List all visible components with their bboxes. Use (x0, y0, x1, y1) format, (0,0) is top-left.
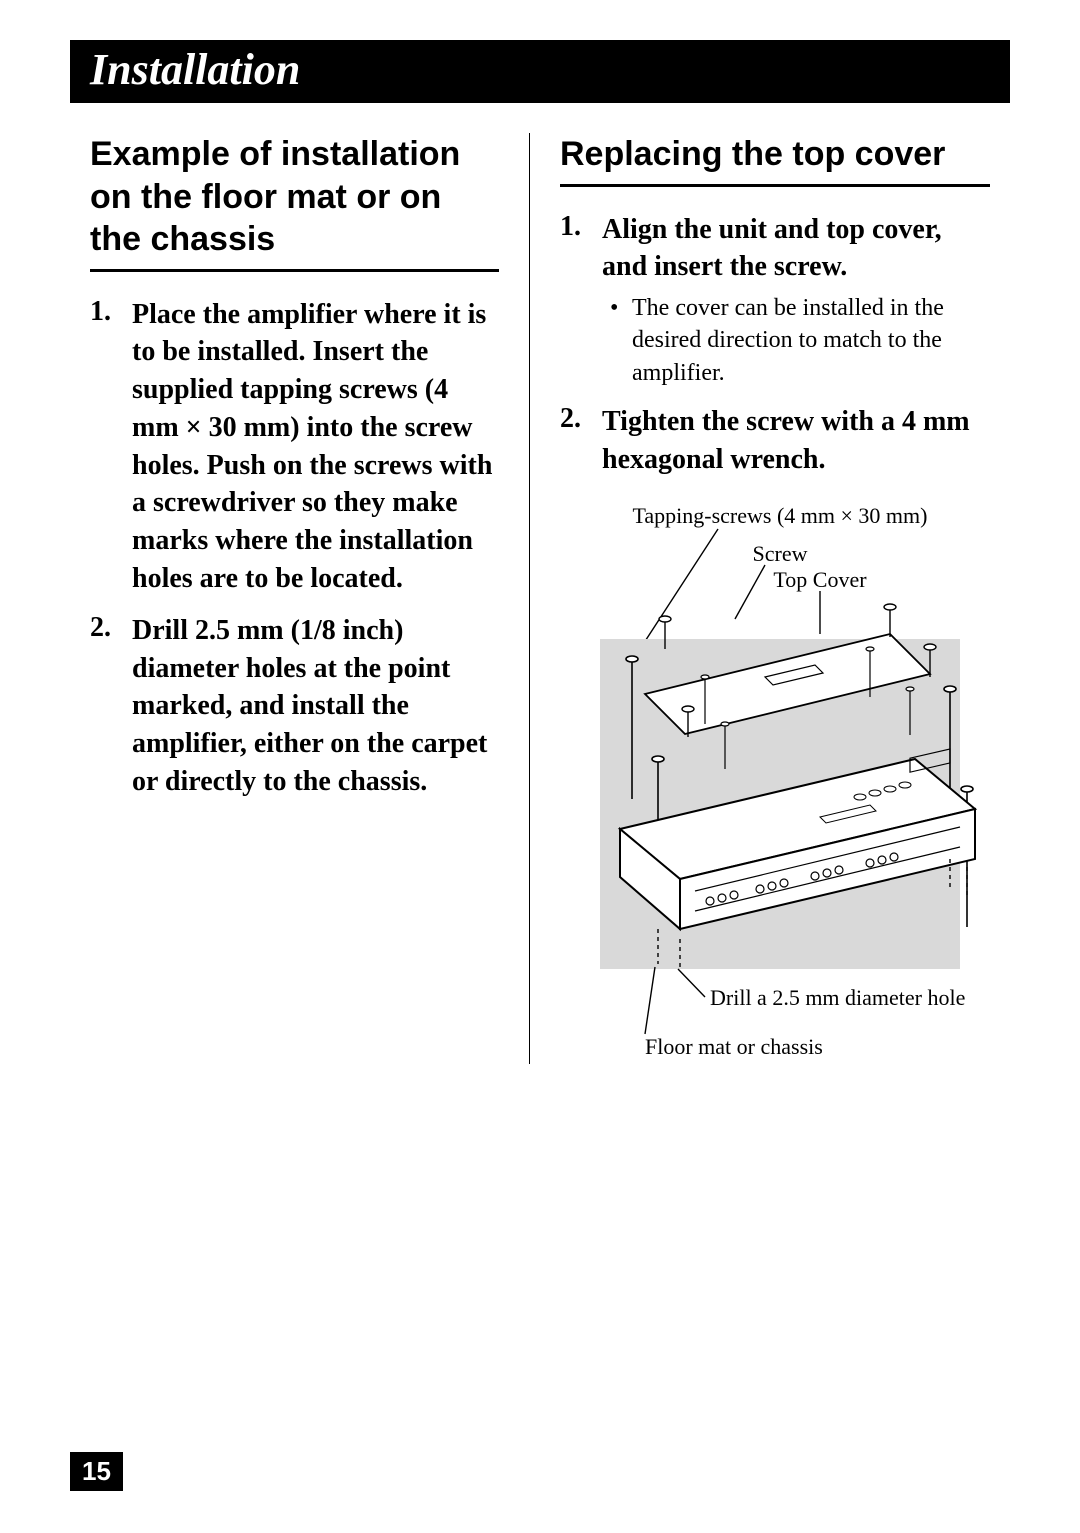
step-sub-bullet: • The cover can be installed in the desi… (610, 292, 990, 389)
left-step-2: 2. Drill 2.5 mm (1/8 inch) diameter hole… (90, 612, 499, 801)
left-section-title: Example of installation on the floor mat… (90, 133, 499, 272)
page-number: 15 (70, 1452, 123, 1491)
right-section-title: Replacing the top cover (560, 133, 990, 187)
step-text-main: Align the unit and top cover, and insert… (602, 214, 942, 283)
step-number: 1. (560, 211, 602, 390)
diagram-label-tapping: Tapping-screws (4 mm × 30 mm) (633, 503, 928, 528)
right-steps: 1. Align the unit and top cover, and ins… (560, 211, 990, 479)
step-text: Drill 2.5 mm (1/8 inch) diameter holes a… (132, 612, 499, 801)
step-text: Place the amplifier where it is to be in… (132, 296, 499, 598)
left-step-1: 1. Place the amplifier where it is to be… (90, 296, 499, 598)
right-step-1: 1. Align the unit and top cover, and ins… (560, 211, 990, 390)
screw-icon (884, 604, 896, 637)
left-steps: 1. Place the amplifier where it is to be… (90, 296, 499, 801)
step-text: Tighten the screw with a 4 mm hexagonal … (602, 403, 990, 479)
page: Installation Example of installation on … (0, 0, 1080, 1533)
bullet-dot-icon: • (610, 292, 632, 389)
right-column: Replacing the top cover 1. Align the uni… (540, 133, 1010, 1064)
section-banner: Installation (70, 40, 1010, 103)
step-number: 1. (90, 296, 132, 598)
diagram-label-floor: Floor mat or chassis (645, 1034, 823, 1059)
column-divider (529, 133, 530, 1064)
diagram-label-screw: Screw (753, 541, 808, 566)
right-step-2: 2. Tighten the screw with a 4 mm hexagon… (560, 403, 990, 479)
content-columns: Example of installation on the floor mat… (70, 133, 1010, 1064)
step-number: 2. (560, 403, 602, 479)
diagram-label-topcover: Top Cover (773, 567, 867, 592)
step-number: 2. (90, 612, 132, 801)
step-text: Align the unit and top cover, and insert… (602, 211, 990, 390)
left-column: Example of installation on the floor mat… (70, 133, 519, 1064)
installation-diagram: Tapping-screws (4 mm × 30 mm) Screw Top … (560, 499, 990, 1064)
diagram-svg: Tapping-screws (4 mm × 30 mm) Screw Top … (560, 499, 1000, 1059)
diagram-label-drill: Drill a 2.5 mm diameter hole (710, 985, 965, 1010)
step-sub-text: The cover can be installed in the desire… (632, 292, 990, 389)
